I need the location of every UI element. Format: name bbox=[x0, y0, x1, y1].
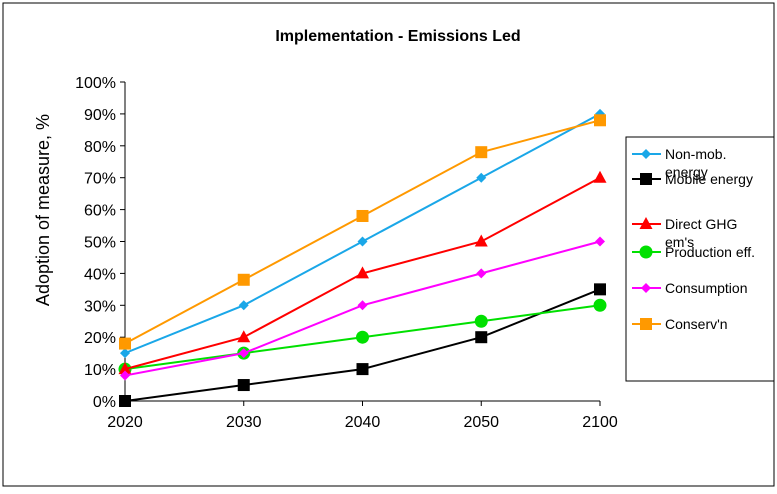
data-point bbox=[119, 395, 131, 407]
data-point bbox=[356, 363, 369, 376]
data-point bbox=[356, 330, 369, 344]
series-5 bbox=[119, 114, 606, 350]
data-point bbox=[594, 283, 606, 296]
legend-item: Production eff. bbox=[632, 244, 755, 260]
series-4 bbox=[120, 236, 605, 381]
legend-label: energy bbox=[665, 164, 708, 180]
y-tick-label: 80% bbox=[84, 139, 116, 156]
y-tick-label: 50% bbox=[84, 235, 116, 252]
data-point bbox=[238, 348, 249, 359]
y-tick-label: 20% bbox=[84, 330, 116, 347]
x-tick-label: 2050 bbox=[463, 414, 499, 431]
y-tick-label: 90% bbox=[84, 107, 116, 124]
legend-label: Mobile energy bbox=[665, 171, 753, 187]
y-tick-label: 0% bbox=[93, 394, 116, 411]
legend-label: Production eff. bbox=[665, 244, 755, 260]
data-point bbox=[475, 331, 488, 344]
data-point bbox=[594, 114, 606, 127]
chart-title: Implementation - Emissions Led bbox=[275, 28, 520, 45]
legend-item: Non-mob. energy bbox=[632, 146, 726, 180]
y-axis-label: Adoption of measure, % bbox=[33, 114, 53, 306]
data-point bbox=[475, 146, 488, 159]
data-point bbox=[120, 348, 130, 359]
data-point bbox=[357, 236, 368, 247]
y-tick-label: 100% bbox=[75, 75, 116, 92]
data-point bbox=[595, 236, 605, 247]
legend-swatch-marker bbox=[641, 149, 651, 159]
legend-swatch-marker bbox=[639, 217, 653, 229]
data-point bbox=[476, 172, 487, 183]
data-point bbox=[593, 170, 607, 183]
data-point bbox=[118, 362, 132, 375]
legend-item: Direct GHG em's bbox=[632, 216, 737, 250]
data-point bbox=[474, 234, 488, 247]
y-tick-label: 60% bbox=[84, 203, 116, 220]
data-point bbox=[237, 330, 251, 343]
x-tick-label: 2100 bbox=[582, 414, 618, 431]
legend-swatch-marker bbox=[640, 318, 652, 330]
data-point bbox=[356, 209, 369, 222]
data-point bbox=[356, 266, 369, 279]
series-2 bbox=[118, 170, 607, 375]
y-tick-label: 10% bbox=[84, 362, 116, 379]
y-tick-label: 70% bbox=[84, 171, 116, 188]
data-point bbox=[119, 337, 131, 350]
series-1 bbox=[119, 283, 606, 407]
y-tick-label: 40% bbox=[84, 266, 116, 283]
data-point bbox=[237, 379, 250, 392]
x-tick-label: 2020 bbox=[107, 414, 143, 431]
x-tick-label: 2030 bbox=[226, 414, 262, 431]
data-point bbox=[238, 300, 249, 311]
data-point bbox=[357, 300, 368, 311]
y-tick-label: 30% bbox=[84, 298, 116, 315]
legend-swatch-marker bbox=[640, 173, 652, 185]
data-point bbox=[593, 298, 607, 312]
data-point bbox=[120, 370, 130, 381]
legend-swatch-marker bbox=[641, 283, 651, 293]
legend-label: Consumption bbox=[665, 280, 748, 296]
legend-label: Conserv'n bbox=[665, 316, 728, 332]
plot-area: 0% 10% 20% 30% 40% 50% 60% 70% 80% 90% 100% 2020 203… bbox=[75, 75, 618, 431]
legend-item: Consumption bbox=[632, 280, 748, 296]
legend-label: Direct GHG bbox=[665, 216, 737, 232]
legend-item: Conserv'n bbox=[632, 316, 728, 332]
legend-label: em's bbox=[665, 234, 694, 250]
legend-swatch-marker bbox=[639, 245, 653, 259]
data-point bbox=[476, 268, 487, 279]
legend-item: Mobile energy bbox=[632, 171, 753, 187]
x-tick-label: 2040 bbox=[345, 414, 381, 431]
data-point bbox=[474, 314, 488, 328]
legend-label: Non-mob. bbox=[665, 146, 726, 162]
data-point bbox=[237, 273, 250, 286]
